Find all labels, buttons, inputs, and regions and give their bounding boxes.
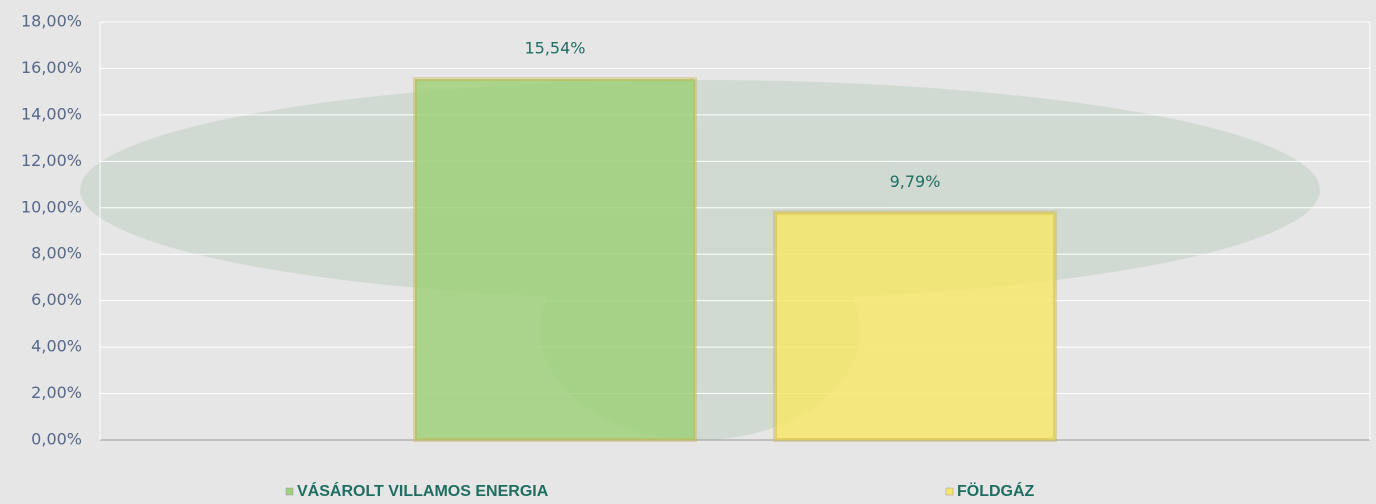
y-tick-label: 8,00% [31,244,82,263]
chart: 0,00% 2,00% 4,00% 6,00% 8,00% 10,00% 12,00% 14,… [0,0,1376,504]
legend-marker [286,488,293,495]
y-tick-label: 12,00% [21,151,82,170]
bar [775,213,1055,440]
y-tick-label: 16,00% [21,58,82,77]
y-tick-label: 2,00% [31,383,82,402]
value-label: 9,79% [890,172,941,191]
y-tick-label: 10,00% [21,197,82,216]
y-tick-label: 0,00% [31,430,82,449]
y-tick-label: 4,00% [31,337,82,356]
value-label: 15,54% [524,39,585,58]
legend-marker [946,488,953,495]
bar [415,79,695,440]
y-tick-label: 14,00% [21,104,82,123]
legend-label: FÖLDGÁZ [957,481,1035,500]
y-tick-label: 6,00% [31,290,82,309]
legend-label: VÁSÁROLT VILLAMOS ENERGIA [297,481,549,500]
y-tick-label: 18,00% [21,12,82,31]
